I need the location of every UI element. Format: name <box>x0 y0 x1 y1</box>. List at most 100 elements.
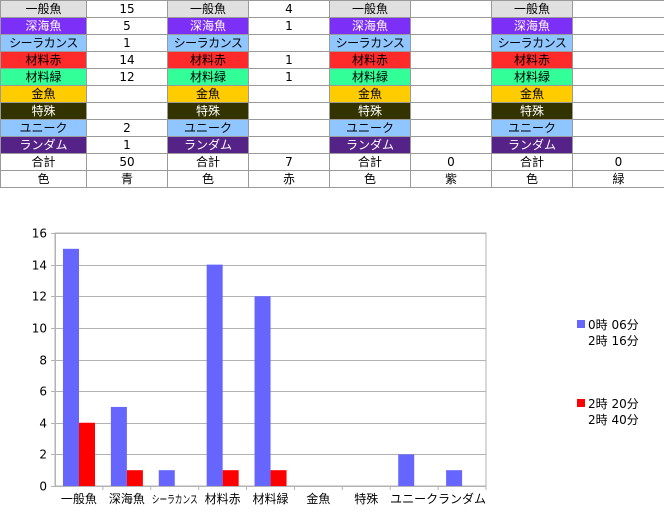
value-cell <box>572 51 664 69</box>
value-cell <box>572 119 664 137</box>
row-label-cell: 合計 <box>329 153 411 171</box>
value-cell <box>248 85 330 103</box>
x-tick-label: ユニーク <box>390 492 438 506</box>
row-label-cell: 一般魚 <box>167 0 249 18</box>
value-cell <box>572 0 664 18</box>
row-label-cell: 特殊 <box>329 102 411 120</box>
table-row: ユニーク 2 ユニーク ユニーク ユニーク <box>0 119 664 137</box>
row-label-cell: ユニーク <box>329 119 411 137</box>
bar-2 <box>79 422 95 486</box>
bar-2 <box>126 470 143 486</box>
row-label-cell: ランダム <box>491 136 573 154</box>
row-label-cell: 色 <box>167 170 249 188</box>
bar-1 <box>158 470 175 486</box>
row-label-cell: ユニーク <box>491 119 573 137</box>
value-cell: 0 <box>572 153 664 171</box>
table-row: シーラカンス 1 シーラカンス シーラカンス シーラカンス <box>0 34 664 52</box>
x-tick-label: ランダム <box>438 491 486 506</box>
y-tick-label: 10 <box>32 322 47 336</box>
legend-label-1b: 2時 16分 <box>588 334 639 348</box>
value-cell <box>410 85 492 103</box>
value-cell <box>410 0 492 18</box>
table-row: 一般魚 15 一般魚 4 一般魚 一般魚 <box>0 0 664 18</box>
x-tick-label: 一般魚 <box>61 491 97 506</box>
row-label-cell: 金魚 <box>167 85 249 103</box>
row-label-cell: 色 <box>0 170 87 188</box>
value-cell: 1 <box>248 68 330 86</box>
value-cell: 赤 <box>248 170 330 188</box>
value-cell <box>248 102 330 120</box>
value-cell: 14 <box>86 51 168 69</box>
value-cell <box>410 17 492 35</box>
row-label-cell: ランダム <box>167 136 249 154</box>
y-tick-label: 4 <box>39 417 47 431</box>
fish-count-grid: 一般魚 15 一般魚 4 一般魚 一般魚 深海魚 5 深海魚 1 深海魚 深海魚 シーラカンス 1 シーラカ… <box>0 0 664 188</box>
x-tick-label: 深海魚 <box>109 491 145 506</box>
value-cell <box>572 34 664 52</box>
legend-series-2: 2時 20分 2時 40分 <box>577 396 639 428</box>
value-cell: 7 <box>248 153 330 171</box>
value-cell: 50 <box>86 153 168 171</box>
bar-chart-svg: 0 2 4 6 8 10 12 14 16 一般魚 深海魚 シーラカンス 材料赤 材料緑 金魚 特殊 ユニークラ… <box>32 227 487 506</box>
x-tick-label: 金魚 <box>306 491 330 506</box>
value-cell <box>410 68 492 86</box>
fish-count-table: 一般魚 15 一般魚 4 一般魚 一般魚 深海魚 5 深海魚 1 深海魚 深海魚 シーラカンス 1 シーラカ… <box>0 0 664 189</box>
fish-bar-chart: 0 2 4 6 8 10 12 14 16 一般魚 深海魚 シーラカンス 材料赤 材料緑 金魚 特殊 ユニークラ… <box>0 189 664 513</box>
value-cell: 1 <box>248 17 330 35</box>
table-row: 材料赤 14 材料赤 1 材料赤 材料赤 <box>0 51 664 69</box>
bar-1 <box>110 406 127 486</box>
bar-1 <box>398 454 415 486</box>
row-label-cell: 合計 <box>0 153 87 171</box>
bar-1 <box>446 470 463 486</box>
value-cell: 1 <box>86 34 168 52</box>
legend-swatch-1 <box>577 320 585 328</box>
legend-label-1a: 0時 06分 <box>588 318 639 332</box>
value-cell <box>410 34 492 52</box>
value-cell <box>86 85 168 103</box>
x-tick-label: 材料赤 <box>205 492 241 506</box>
table-row: ランダム 1 ランダム ランダム ランダム <box>0 136 664 154</box>
row-label-cell: 深海魚 <box>329 17 411 35</box>
legend-swatch-2 <box>577 399 585 407</box>
row-label-cell: ランダム <box>0 136 87 154</box>
row-label-cell: 一般魚 <box>0 0 87 18</box>
value-cell: 15 <box>86 0 168 18</box>
bar-1 <box>254 296 271 486</box>
row-label-cell: 特殊 <box>167 102 249 120</box>
value-cell: 青 <box>86 170 168 188</box>
row-label-cell: シーラカンス <box>0 34 87 52</box>
row-label-cell: 合計 <box>491 153 573 171</box>
y-tick-label: 8 <box>39 354 47 368</box>
value-cell: 1 <box>248 51 330 69</box>
legend-label-2b: 2時 40分 <box>588 413 639 427</box>
value-cell: 4 <box>248 0 330 18</box>
table-row-total: 合計 50 合計 7 合計 0 合計 0 <box>0 153 664 171</box>
row-label-cell: 特殊 <box>491 102 573 120</box>
bar-1 <box>206 264 223 486</box>
value-cell <box>410 119 492 137</box>
bar-2 <box>270 470 287 486</box>
row-label-cell: シーラカンス <box>491 34 573 52</box>
value-cell <box>572 136 664 154</box>
x-tick-label: シーラカンス <box>152 493 198 506</box>
row-label-cell: 深海魚 <box>491 17 573 35</box>
x-tick-label: 材料緑 <box>252 491 288 506</box>
y-tick-label: 12 <box>32 290 47 304</box>
row-label-cell: 材料緑 <box>491 68 573 86</box>
value-cell: 5 <box>86 17 168 35</box>
bar-2 <box>222 470 239 486</box>
row-label-cell: 材料緑 <box>167 68 249 86</box>
row-label-cell: 金魚 <box>0 85 87 103</box>
row-label-cell: ランダム <box>329 136 411 154</box>
row-label-cell: 材料赤 <box>0 51 87 69</box>
y-tick-label: 16 <box>32 227 47 241</box>
value-cell <box>410 51 492 69</box>
value-cell <box>410 102 492 120</box>
y-tick-label: 0 <box>39 480 47 494</box>
row-label-cell: 特殊 <box>0 102 87 120</box>
y-tick-label: 6 <box>39 385 47 399</box>
row-label-cell: 深海魚 <box>167 17 249 35</box>
value-cell: 紫 <box>410 170 492 188</box>
legend-label-2a: 2時 20分 <box>588 397 639 411</box>
row-label-cell: 合計 <box>167 153 249 171</box>
